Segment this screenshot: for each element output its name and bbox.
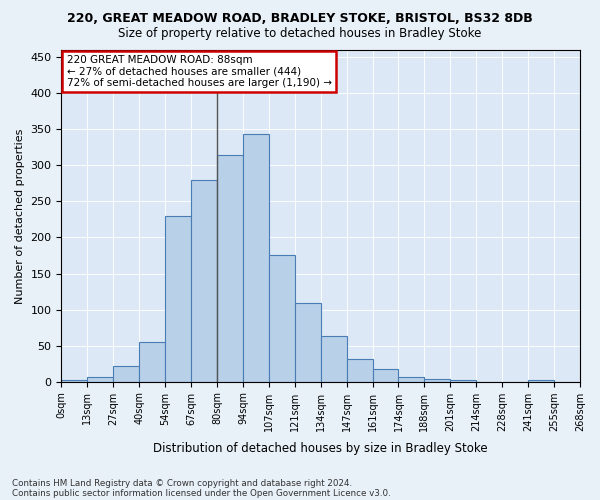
Bar xyxy=(113,366,139,382)
Bar xyxy=(269,255,295,382)
Text: 220 GREAT MEADOW ROAD: 88sqm
← 27% of detached houses are smaller (444)
72% of s: 220 GREAT MEADOW ROAD: 88sqm ← 27% of de… xyxy=(67,55,332,88)
Bar xyxy=(191,180,217,382)
Text: Size of property relative to detached houses in Bradley Stoke: Size of property relative to detached ho… xyxy=(118,28,482,40)
X-axis label: Distribution of detached houses by size in Bradley Stoke: Distribution of detached houses by size … xyxy=(154,442,488,455)
Text: Contains HM Land Registry data © Crown copyright and database right 2024.: Contains HM Land Registry data © Crown c… xyxy=(12,478,352,488)
Bar xyxy=(88,376,113,382)
Bar xyxy=(321,336,347,382)
Y-axis label: Number of detached properties: Number of detached properties xyxy=(15,128,25,304)
Bar xyxy=(165,216,191,382)
Text: Contains public sector information licensed under the Open Government Licence v3: Contains public sector information licen… xyxy=(12,488,391,498)
Bar xyxy=(451,380,476,382)
Bar xyxy=(217,154,243,382)
Bar xyxy=(295,303,321,382)
Bar xyxy=(347,358,373,382)
Bar xyxy=(528,380,554,382)
Bar xyxy=(398,378,424,382)
Bar xyxy=(424,379,451,382)
Bar xyxy=(61,380,88,382)
Bar xyxy=(139,342,165,382)
Bar xyxy=(243,134,269,382)
Text: 220, GREAT MEADOW ROAD, BRADLEY STOKE, BRISTOL, BS32 8DB: 220, GREAT MEADOW ROAD, BRADLEY STOKE, B… xyxy=(67,12,533,26)
Bar xyxy=(373,368,398,382)
